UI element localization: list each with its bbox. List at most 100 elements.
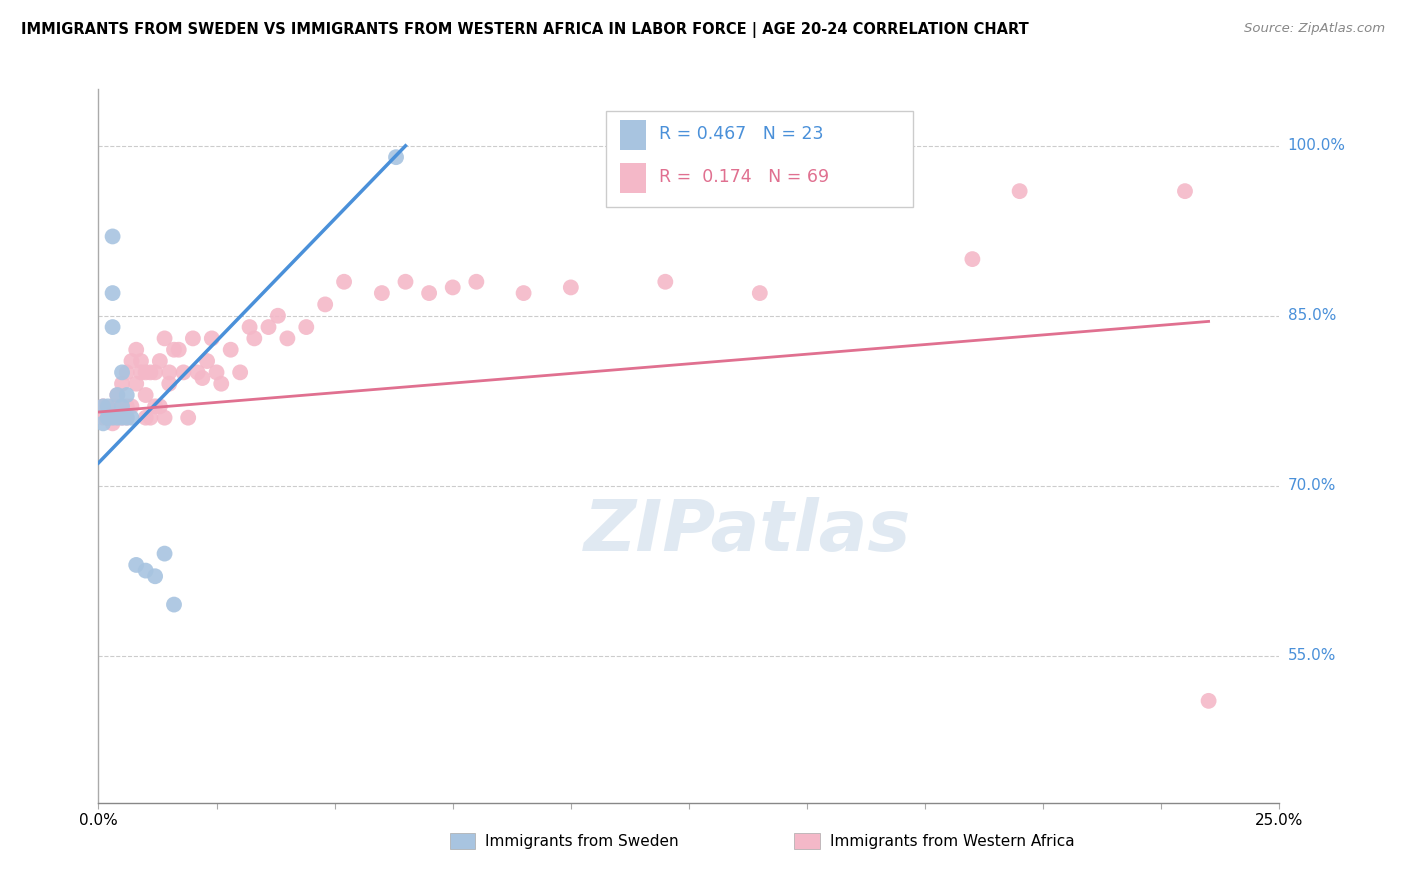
Point [111, 410, 134, 425]
Point [385, 150, 408, 164]
Point [153, 410, 176, 425]
Text: Source: ZipAtlas.com: Source: ZipAtlas.com [1244, 22, 1385, 36]
Point [115, 388, 138, 402]
Point [105, 410, 128, 425]
Point [314, 297, 336, 311]
Point [167, 343, 190, 357]
FancyBboxPatch shape [620, 162, 647, 193]
Point [229, 365, 252, 379]
Point [101, 410, 124, 425]
Point [157, 365, 180, 379]
Point [111, 400, 134, 414]
Point [97, 400, 120, 414]
Text: Immigrants from Western Africa: Immigrants from Western Africa [830, 834, 1074, 848]
Point [1174, 184, 1197, 198]
Point [153, 331, 176, 345]
Point [181, 331, 204, 345]
Point [121, 354, 143, 368]
FancyBboxPatch shape [606, 111, 914, 207]
Point [157, 376, 180, 391]
Point [219, 343, 242, 357]
Point [177, 410, 200, 425]
Point [101, 320, 124, 334]
Point [135, 388, 157, 402]
Point [129, 354, 152, 368]
Point [139, 410, 162, 425]
Point [125, 343, 148, 357]
Point [91, 400, 114, 414]
Point [418, 286, 440, 301]
Point [101, 286, 124, 301]
Point [121, 410, 143, 425]
Point [205, 365, 228, 379]
Point [97, 410, 120, 425]
Point [111, 410, 134, 425]
Point [191, 371, 214, 385]
Point [143, 400, 166, 414]
Point [394, 275, 416, 289]
Point [143, 365, 166, 379]
Point [115, 410, 138, 425]
Text: R =  0.174   N = 69: R = 0.174 N = 69 [659, 168, 830, 186]
Point [187, 365, 209, 379]
Point [115, 410, 138, 425]
Point [97, 405, 120, 419]
Point [172, 365, 194, 379]
Point [962, 252, 984, 266]
Point [243, 331, 266, 345]
Point [201, 331, 224, 345]
Point [153, 547, 176, 561]
Text: 85.0%: 85.0% [1288, 309, 1336, 323]
Point [135, 365, 157, 379]
Text: 100.0%: 100.0% [1288, 138, 1346, 153]
Point [111, 400, 134, 414]
Point [512, 286, 534, 301]
Point [143, 569, 166, 583]
Point [257, 320, 280, 334]
Point [129, 365, 152, 379]
Point [1008, 184, 1031, 198]
Point [101, 400, 124, 414]
Point [1198, 694, 1220, 708]
Point [135, 564, 157, 578]
Point [91, 417, 114, 431]
Point [267, 309, 290, 323]
Point [163, 343, 186, 357]
Point [115, 400, 138, 414]
Point [111, 376, 134, 391]
Point [115, 365, 138, 379]
Text: IMMIGRANTS FROM SWEDEN VS IMMIGRANTS FROM WESTERN AFRICA IN LABOR FORCE | AGE 20: IMMIGRANTS FROM SWEDEN VS IMMIGRANTS FRO… [21, 22, 1029, 38]
Point [97, 410, 120, 425]
Point [748, 286, 770, 301]
Point [105, 388, 128, 402]
Point [465, 275, 488, 289]
Point [97, 410, 120, 425]
Point [239, 320, 262, 334]
Point [101, 229, 124, 244]
Point [333, 275, 356, 289]
Point [441, 280, 464, 294]
Point [125, 558, 148, 572]
Text: R = 0.467   N = 23: R = 0.467 N = 23 [659, 125, 824, 143]
Point [91, 410, 114, 425]
Point [295, 320, 318, 334]
Text: 70.0%: 70.0% [1288, 478, 1336, 493]
Point [121, 400, 143, 414]
Point [209, 376, 232, 391]
Point [91, 400, 114, 414]
Point [149, 400, 172, 414]
Point [654, 275, 676, 289]
Point [105, 400, 128, 414]
FancyBboxPatch shape [620, 120, 647, 150]
Point [371, 286, 394, 301]
Point [163, 598, 186, 612]
Point [125, 376, 148, 391]
Point [101, 417, 124, 431]
Point [135, 410, 157, 425]
Point [560, 280, 582, 294]
Text: ZIPatlas: ZIPatlas [585, 497, 911, 566]
Point [195, 354, 218, 368]
Point [149, 354, 172, 368]
Text: Immigrants from Sweden: Immigrants from Sweden [485, 834, 679, 848]
Point [105, 410, 128, 425]
